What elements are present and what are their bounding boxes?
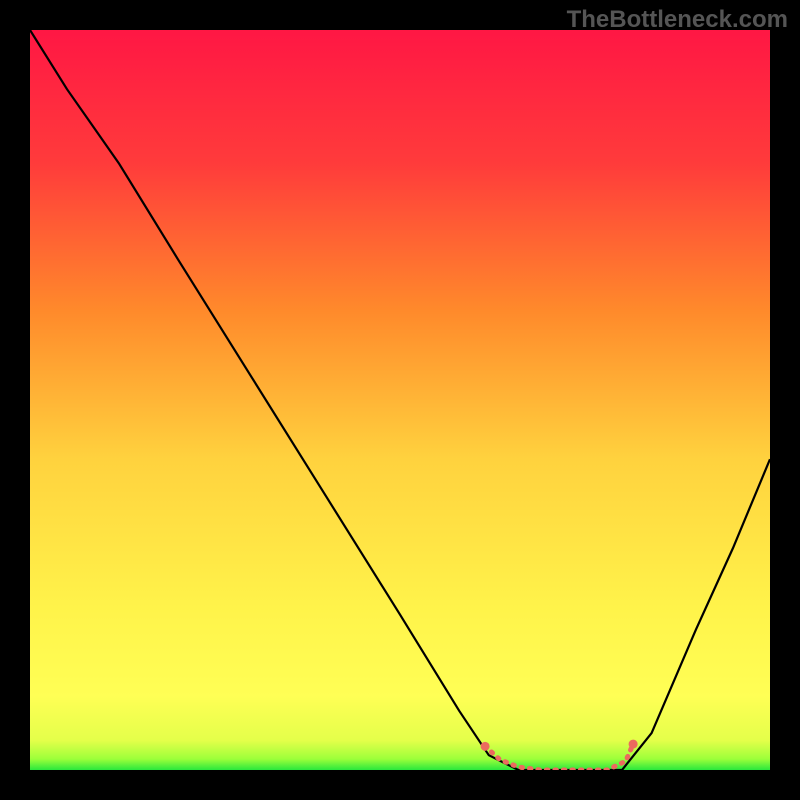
watermark-text: TheBottleneck.com bbox=[567, 6, 788, 34]
chart-plot-area bbox=[30, 30, 770, 770]
optimal-range-endpoint bbox=[481, 742, 490, 751]
chart-background bbox=[30, 30, 770, 770]
chart-svg bbox=[30, 30, 770, 770]
optimal-range-endpoint bbox=[629, 740, 638, 749]
